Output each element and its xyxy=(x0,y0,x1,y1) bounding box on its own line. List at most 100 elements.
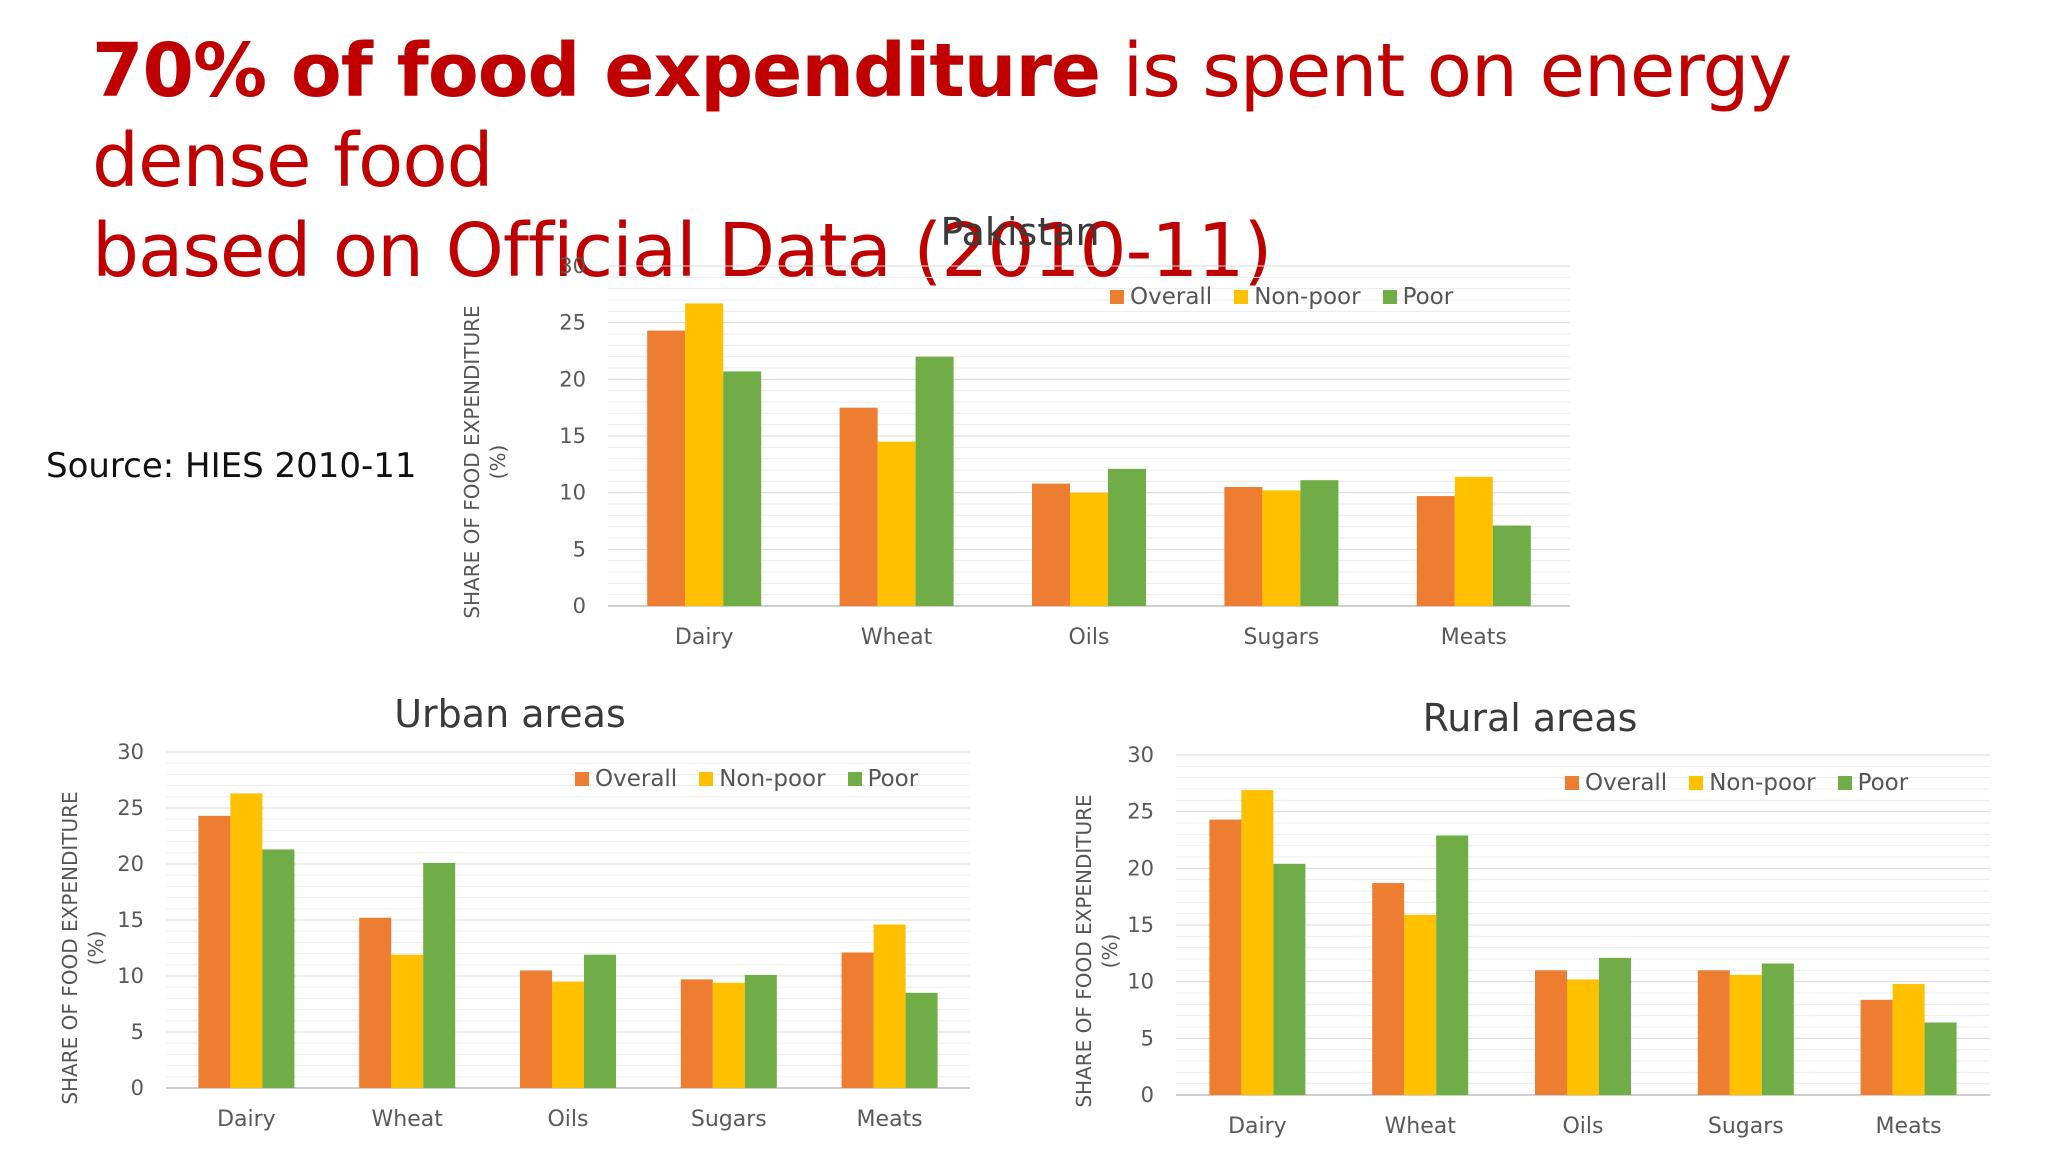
y-axis-label: SHARE OF FOOD EXPENDITURE (%) xyxy=(57,758,109,1138)
bar-overall-dairy xyxy=(198,815,231,1088)
bar-overall-dairy xyxy=(647,330,686,606)
chart-title: Urban areas xyxy=(394,692,626,736)
legend-item: Non-poor xyxy=(1689,770,1816,796)
y-tick-label: 25 xyxy=(117,796,144,820)
bar-overall-dairy xyxy=(1209,819,1242,1095)
y-tick-label: 5 xyxy=(1141,1026,1154,1050)
y-tick-label: 30 xyxy=(559,254,586,278)
bar-overall-meats xyxy=(841,952,874,1088)
bar-non-poor-wheat xyxy=(1404,914,1437,1095)
chart-rural-areas: Rural areas SHARE OF FOOD EXPENDITURE (%… xyxy=(1060,692,2000,1152)
x-tick-label: Meats xyxy=(857,1107,923,1132)
x-tick-label: Dairy xyxy=(1228,1114,1287,1139)
y-tick-label: 0 xyxy=(131,1076,144,1100)
y-axis-label-line1: SHARE OF FOOD EXPENDITURE xyxy=(58,791,82,1105)
bar-non-poor-oils xyxy=(1070,492,1108,606)
chart-urban-areas: Urban areas SHARE OF FOOD EXPENDITURE (%… xyxy=(40,688,980,1148)
bar-overall-sugars xyxy=(680,979,713,1088)
bar-non-poor-oils xyxy=(552,981,584,1088)
y-tick-label: 10 xyxy=(559,481,586,505)
y-axis-label-line2: (%) xyxy=(84,930,108,966)
legend-label: Non-poor xyxy=(1254,284,1361,310)
y-tick-label: 15 xyxy=(559,424,586,448)
bar-poor-dairy xyxy=(1273,863,1306,1095)
y-axis-label-line1: SHARE OF FOOD EXPENDITURE xyxy=(1072,794,1096,1108)
title-bold-part: 70% of food expenditure xyxy=(92,28,1101,114)
y-tick-label: 20 xyxy=(1127,856,1154,880)
bar-non-poor-sugars xyxy=(1729,974,1762,1095)
x-tick-label: Sugars xyxy=(691,1107,767,1132)
chart-title: Rural areas xyxy=(1422,696,1638,740)
y-tick-label: 15 xyxy=(117,908,144,932)
bar-overall-meats xyxy=(1860,999,1893,1095)
legend-label: Poor xyxy=(1857,770,1909,796)
legend-label: Overall xyxy=(1585,770,1668,796)
legend-swatch xyxy=(575,772,589,786)
chart-canvas: 0 5 10 15 20 25 30 Dairy Wheat Oils Sugars Meats xyxy=(1127,743,1990,1139)
bar-overall-oils xyxy=(1032,483,1070,606)
y-axis-label: SHARE OF FOOD EXPENDITURE (%) xyxy=(459,272,511,652)
legend-item: Overall xyxy=(1565,770,1667,796)
x-tick-label: Dairy xyxy=(675,625,734,650)
legend-swatch xyxy=(1382,290,1397,304)
legend-label: Non-poor xyxy=(1709,770,1816,796)
legend-label: Overall xyxy=(1130,284,1213,310)
y-axis-label-line1: SHARE OF FOOD EXPENDITURE xyxy=(460,305,484,619)
bar-poor-sugars xyxy=(1761,963,1794,1095)
y-tick-label: 5 xyxy=(573,537,586,561)
bar-poor-meats xyxy=(905,992,938,1088)
bar-poor-oils xyxy=(1108,468,1146,606)
bar-overall-sugars xyxy=(1697,970,1730,1095)
title-line1-rest: is spent on energy dense food xyxy=(92,28,1792,204)
y-tick-label: 10 xyxy=(117,964,144,988)
bar-non-poor-dairy xyxy=(685,303,724,606)
legend-item: Non-poor xyxy=(699,766,826,792)
x-tick-label: Sugars xyxy=(1243,625,1319,650)
x-tick-label: Oils xyxy=(547,1107,588,1132)
chart-canvas: 0 5 10 15 20 25 30 Dairy Wheat Oils Sugars Meats xyxy=(559,254,1570,650)
bar-poor-wheat xyxy=(915,356,954,606)
x-tick-label: Meats xyxy=(1441,625,1507,650)
bar-poor-wheat xyxy=(1436,835,1469,1095)
y-tick-label: 5 xyxy=(131,1020,144,1044)
legend-swatch xyxy=(1110,290,1124,304)
bar-non-poor-oils xyxy=(1567,979,1599,1095)
bar-non-poor-meats xyxy=(1892,983,1925,1095)
legend-swatch xyxy=(1234,290,1249,304)
bar-poor-wheat xyxy=(423,862,456,1088)
legend-swatch xyxy=(847,772,862,786)
bar-overall-sugars xyxy=(1224,487,1263,606)
slide-title: 70% of food expenditure is spent on ener… xyxy=(92,26,1992,296)
bar-overall-wheat xyxy=(1372,883,1405,1095)
bar-non-poor-sugars xyxy=(712,982,745,1088)
x-tick-label: Dairy xyxy=(217,1107,276,1132)
chart-legend: Overall Non-poor Poor xyxy=(1565,770,1908,796)
bar-non-poor-wheat xyxy=(877,441,916,606)
x-tick-label: Wheat xyxy=(372,1107,444,1132)
legend-swatch xyxy=(1837,776,1852,790)
bar-poor-oils xyxy=(1599,957,1631,1095)
bar-non-poor-wheat xyxy=(391,954,424,1088)
x-tick-label: Meats xyxy=(1876,1114,1942,1139)
bar-overall-meats xyxy=(1416,496,1455,606)
bar-poor-meats xyxy=(1492,525,1531,606)
title-line2: based on Official Data (2010-11) xyxy=(92,208,1272,294)
x-tick-label: Oils xyxy=(1562,1114,1603,1139)
chart-canvas: 0 5 10 15 20 25 30 Dairy Wheat Oils Sugars Meats xyxy=(117,740,970,1132)
y-axis-label-line2: (%) xyxy=(1098,933,1122,969)
legend-label: Poor xyxy=(1402,284,1454,310)
bar-poor-oils xyxy=(584,954,616,1088)
y-tick-label: 30 xyxy=(117,740,144,764)
chart-legend: Overall Non-poor Poor xyxy=(1110,284,1453,310)
legend-item: Poor xyxy=(1837,770,1909,796)
bar-overall-wheat xyxy=(839,407,878,606)
y-tick-label: 25 xyxy=(1127,800,1154,824)
legend-label: Poor xyxy=(867,766,919,792)
y-tick-label: 30 xyxy=(1127,743,1154,767)
y-tick-label: 10 xyxy=(1127,970,1154,994)
x-tick-label: Wheat xyxy=(861,625,933,650)
legend-swatch xyxy=(1565,776,1579,790)
legend-swatch xyxy=(699,772,714,786)
x-tick-label: Oils xyxy=(1068,625,1109,650)
bar-poor-dairy xyxy=(723,371,762,606)
